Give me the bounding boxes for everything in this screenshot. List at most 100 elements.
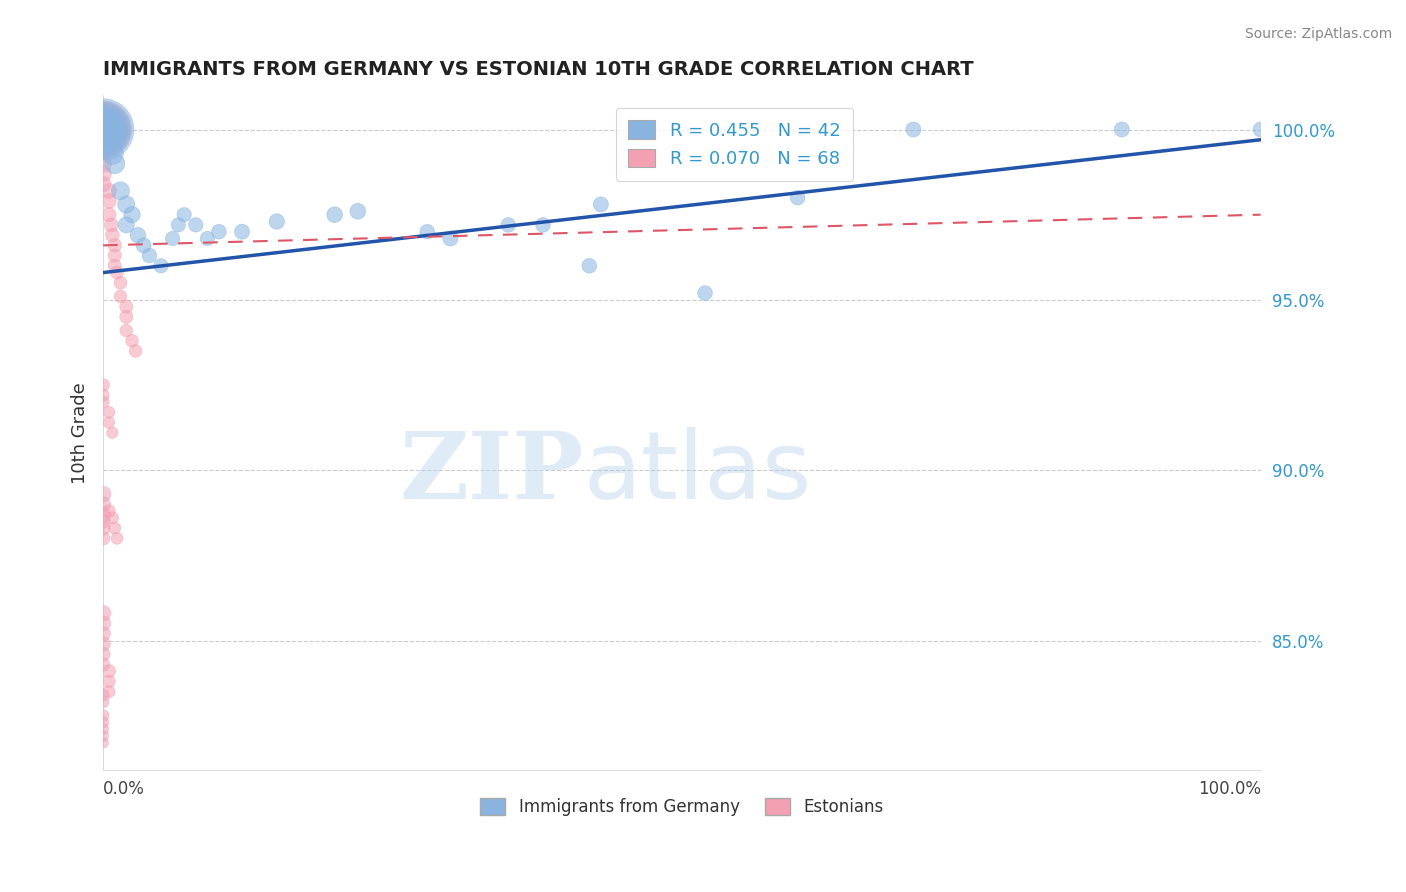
Point	[104, 238, 127, 252]
Point	[138, 248, 160, 262]
Point	[91, 521, 114, 535]
Point	[231, 225, 253, 239]
Point	[105, 266, 128, 280]
Point	[91, 388, 114, 402]
Point	[91, 177, 114, 191]
Point	[101, 228, 124, 243]
Point	[91, 122, 114, 136]
Point	[91, 133, 114, 147]
Point	[91, 122, 114, 136]
Point	[91, 122, 114, 136]
Point	[91, 122, 114, 136]
Point	[97, 405, 120, 419]
Text: 0.0%: 0.0%	[103, 780, 145, 798]
Point	[693, 286, 716, 301]
Point	[115, 197, 138, 211]
Point	[91, 122, 114, 136]
Point	[91, 688, 114, 702]
Point	[97, 684, 120, 698]
Point	[91, 122, 114, 136]
Point	[195, 231, 218, 245]
Point	[184, 218, 207, 232]
Point	[91, 532, 114, 546]
Point	[91, 122, 114, 136]
Point	[91, 708, 114, 723]
Point	[104, 259, 127, 273]
Point	[132, 238, 155, 252]
Point	[91, 143, 114, 157]
Point	[91, 156, 114, 170]
Point	[104, 521, 127, 535]
Point	[91, 637, 114, 651]
Point	[91, 497, 114, 511]
Point	[121, 208, 143, 222]
Point	[91, 122, 114, 136]
Point	[97, 504, 120, 518]
Point	[121, 334, 143, 348]
Point	[91, 378, 114, 392]
Point	[91, 122, 114, 136]
Point	[91, 626, 114, 640]
Point	[91, 122, 114, 136]
Point	[91, 395, 114, 409]
Text: 100.0%: 100.0%	[1198, 780, 1261, 798]
Point	[162, 231, 184, 245]
Point	[110, 184, 132, 198]
Point	[173, 208, 195, 222]
Point	[100, 218, 122, 232]
Text: IMMIGRANTS FROM GERMANY VS ESTONIAN 10TH GRADE CORRELATION CHART: IMMIGRANTS FROM GERMANY VS ESTONIAN 10TH…	[103, 60, 974, 78]
Point	[91, 122, 114, 136]
Legend: Immigrants from Germany, Estonians: Immigrants from Germany, Estonians	[474, 791, 890, 822]
Text: Source: ZipAtlas.com: Source: ZipAtlas.com	[1244, 27, 1392, 41]
Point	[1111, 122, 1133, 136]
Point	[97, 122, 120, 136]
Point	[91, 729, 114, 743]
Point	[110, 276, 132, 290]
Point	[439, 231, 461, 245]
Point	[97, 194, 120, 208]
Point	[91, 122, 114, 136]
Point	[91, 695, 114, 709]
Point	[91, 122, 114, 136]
Point	[531, 218, 554, 232]
Point	[786, 191, 808, 205]
Point	[496, 218, 519, 232]
Point	[91, 122, 114, 136]
Point	[115, 324, 138, 338]
Point	[91, 647, 114, 661]
Point	[101, 425, 124, 440]
Point	[91, 122, 114, 136]
Point	[150, 259, 173, 273]
Point	[91, 122, 114, 136]
Point	[115, 300, 138, 314]
Point	[346, 204, 368, 219]
Text: ZIP: ZIP	[399, 428, 583, 518]
Point	[91, 722, 114, 736]
Point	[127, 228, 149, 243]
Point	[97, 674, 120, 689]
Point	[91, 122, 114, 136]
Point	[91, 167, 114, 181]
Point	[91, 657, 114, 672]
Point	[124, 343, 146, 358]
Point	[1250, 122, 1272, 136]
Point	[416, 225, 439, 239]
Point	[208, 225, 231, 239]
Point	[97, 664, 120, 678]
Point	[91, 736, 114, 750]
Point	[636, 122, 658, 136]
Point	[104, 248, 127, 262]
Point	[97, 184, 120, 198]
Point	[91, 122, 114, 136]
Point	[97, 416, 120, 430]
Point	[97, 208, 120, 222]
Point	[91, 616, 114, 631]
Text: atlas: atlas	[583, 427, 811, 519]
Point	[578, 259, 600, 273]
Y-axis label: 10th Grade: 10th Grade	[72, 382, 89, 483]
Point	[91, 487, 114, 501]
Point	[903, 122, 925, 136]
Point	[104, 156, 127, 170]
Point	[91, 122, 114, 136]
Point	[105, 532, 128, 546]
